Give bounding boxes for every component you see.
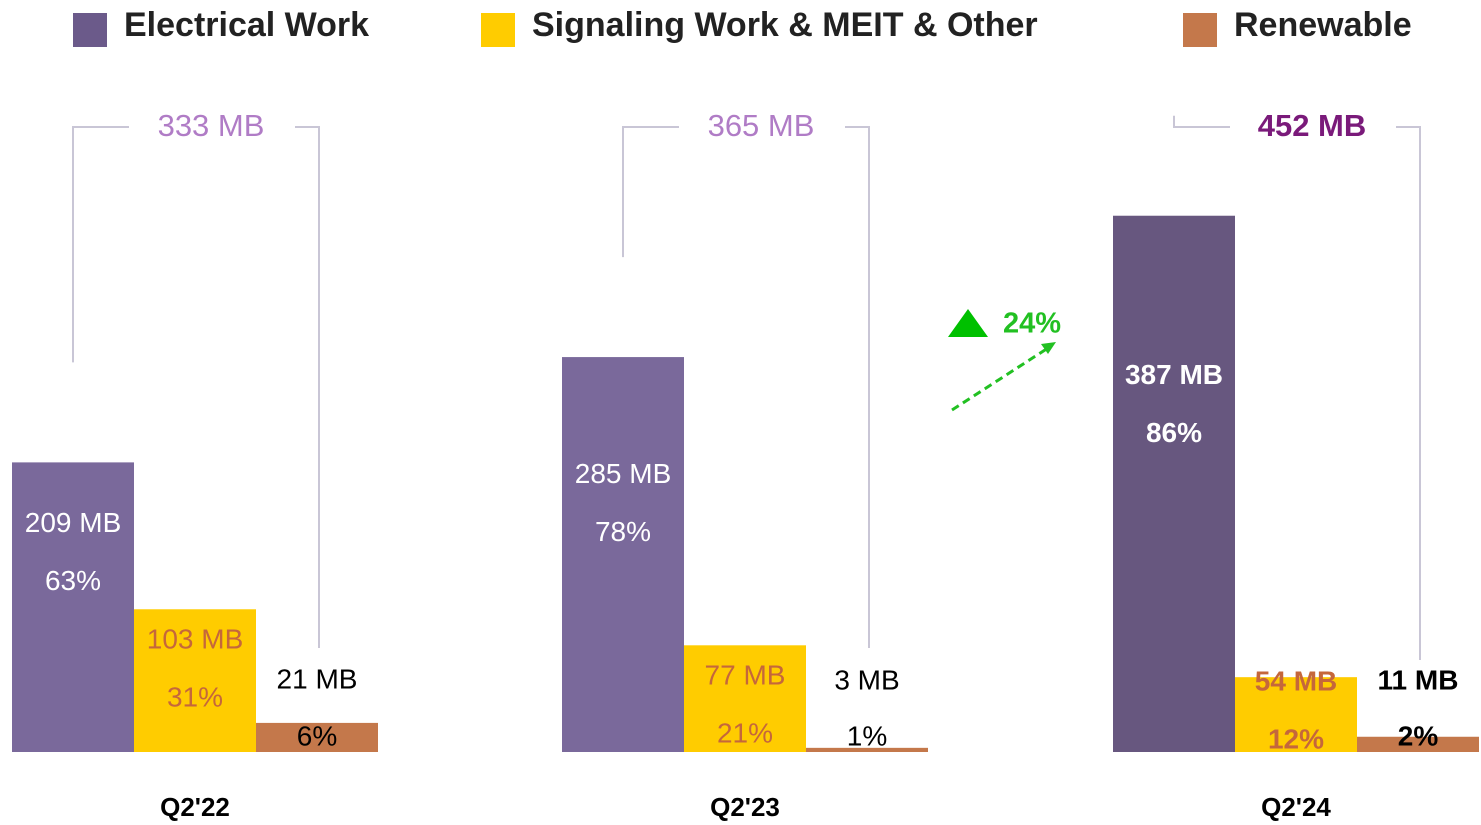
- total-label: 365 MB: [708, 108, 815, 143]
- bar: [1357, 736, 1479, 752]
- legend-label: Electrical Work: [124, 6, 369, 44]
- x-tick-label: Q2'22: [160, 792, 230, 822]
- bar: [256, 722, 378, 752]
- share-label: 63%: [45, 565, 101, 596]
- value-label: 11 MB: [1378, 664, 1459, 695]
- value-label: 387 MB: [1125, 359, 1223, 390]
- value-label: 285 MB: [575, 458, 672, 489]
- growth-arrowhead: [1041, 342, 1056, 354]
- bar: [1113, 215, 1235, 752]
- bar: [134, 609, 256, 752]
- value-label: 103 MB: [147, 624, 244, 655]
- bar: [562, 357, 684, 752]
- bar: [806, 747, 928, 752]
- bracket: [622, 126, 679, 258]
- value-label: 3 MB: [834, 664, 899, 695]
- value-label: 77 MB: [705, 660, 786, 691]
- share-label: 31%: [167, 682, 223, 713]
- value-label: 54 MB: [1255, 665, 1337, 696]
- share-label: 86%: [1146, 417, 1202, 448]
- share-label: 78%: [595, 516, 651, 547]
- share-label: 21%: [717, 718, 773, 749]
- growth-label: 24%: [1003, 308, 1061, 340]
- legend-swatch: [1183, 13, 1217, 47]
- share-label: 6%: [297, 720, 337, 751]
- legend-label: Signaling Work & MEIT & Other: [532, 6, 1038, 44]
- x-tick-label: Q2'23: [710, 792, 780, 822]
- total-label: 333 MB: [158, 108, 265, 143]
- growth-arrow: [951, 346, 1049, 412]
- bar: [684, 645, 806, 752]
- growth-annotation: 24%: [948, 308, 1061, 412]
- bracket: [1173, 115, 1230, 128]
- bracket: [72, 126, 129, 363]
- bar: [12, 462, 134, 752]
- legend-label: Renewable: [1234, 6, 1412, 44]
- growth-triangle: [948, 309, 988, 337]
- share-label: 1%: [847, 720, 887, 751]
- value-label: 209 MB: [25, 507, 122, 538]
- bar: [1235, 677, 1357, 752]
- bracket: [845, 126, 870, 648]
- x-tick-label: Q2'24: [1261, 792, 1331, 822]
- share-label: 2%: [1398, 720, 1439, 751]
- total-label: 452 MB: [1258, 108, 1367, 143]
- bracket: [295, 126, 320, 648]
- share-label: 12%: [1268, 723, 1324, 754]
- value-label: 21 MB: [277, 663, 358, 694]
- legend-swatch: [73, 13, 107, 47]
- legend-swatch: [481, 13, 515, 47]
- bracket: [1396, 126, 1421, 660]
